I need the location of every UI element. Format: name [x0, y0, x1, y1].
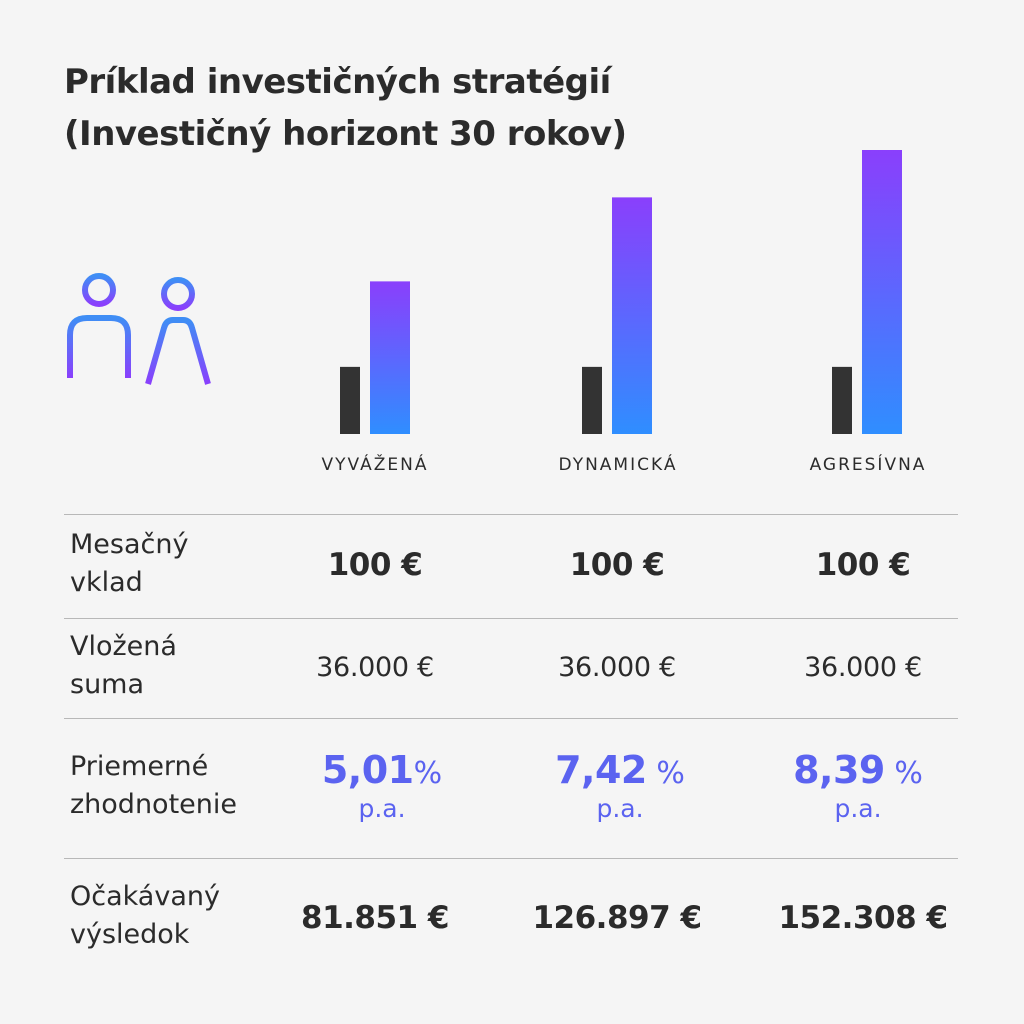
woman-icon [145, 277, 211, 434]
deposited-sum-bar [582, 366, 602, 434]
people-illustration [67, 273, 211, 434]
row-label-average-return: Priemerné zhodnotenie [70, 748, 300, 824]
expected-result-bar [862, 150, 902, 434]
expected-result-aggressive: 152.308 € [778, 900, 948, 936]
man-icon [67, 273, 131, 434]
expected-result-balanced: 81.851 € [301, 900, 450, 936]
row-label-line: výsledok [70, 919, 190, 950]
return-value: 8,39 [793, 748, 885, 792]
monthly-deposit-aggressive: 100 € [815, 547, 911, 583]
percent-sign: % [413, 756, 443, 791]
deposited-sum-dynamic: 36.000 € [558, 652, 676, 683]
deposited-sum-bar [340, 366, 360, 434]
page-title-line-2: (Investičný horizont 30 rokov) [64, 114, 627, 154]
column-label-aggressive: AGRESÍVNA [809, 455, 927, 475]
row-label-deposited-sum: Vložená suma [70, 628, 300, 704]
expected-result-bar [370, 281, 410, 434]
per-annum: p.a. [358, 794, 406, 823]
deposited-sum-aggressive: 36.000 € [804, 652, 922, 683]
expected-result-dynamic: 126.897 € [532, 900, 702, 936]
row-label-line: Očakávaný [70, 881, 220, 912]
row-label-line: Mesačný [70, 529, 189, 560]
page-title: Príklad investičných stratégií (Investič… [64, 56, 627, 160]
bar-chart [340, 150, 902, 434]
divider [64, 858, 958, 859]
average-return-balanced: 5,01% p.a. [262, 748, 502, 824]
row-label-line: suma [70, 669, 145, 700]
deposited-sum-balanced: 36.000 € [316, 652, 434, 683]
divider [64, 514, 958, 515]
divider [64, 718, 958, 719]
monthly-deposit-dynamic: 100 € [569, 547, 665, 583]
return-value: 7,42 [555, 748, 647, 792]
row-label-line: vklad [70, 567, 143, 598]
per-annum: p.a. [834, 794, 882, 823]
column-label-balanced: VYVÁŽENÁ [321, 455, 429, 475]
percent-sign: % [646, 756, 685, 791]
row-label-line: Priemerné [70, 751, 209, 782]
row-label-line: Vložená [70, 631, 177, 662]
average-return-dynamic: 7,42 % p.a. [500, 748, 740, 824]
divider [64, 618, 958, 619]
row-label-monthly-deposit: Mesačný vklad [70, 526, 300, 602]
deposited-sum-bar [832, 366, 852, 434]
row-label-line: zhodnotenie [70, 789, 237, 820]
monthly-deposit-balanced: 100 € [327, 547, 423, 583]
return-value: 5,01 [321, 748, 414, 792]
row-label-expected-result: Očakávaný výsledok [70, 878, 300, 954]
page-title-line-1: Príklad investičných stratégií [64, 62, 611, 102]
column-label-dynamic: DYNAMICKÁ [558, 455, 678, 475]
per-annum: p.a. [596, 794, 644, 823]
percent-sign: % [884, 756, 923, 791]
average-return-aggressive: 8,39 % p.a. [738, 748, 978, 824]
expected-result-bar [612, 197, 652, 434]
